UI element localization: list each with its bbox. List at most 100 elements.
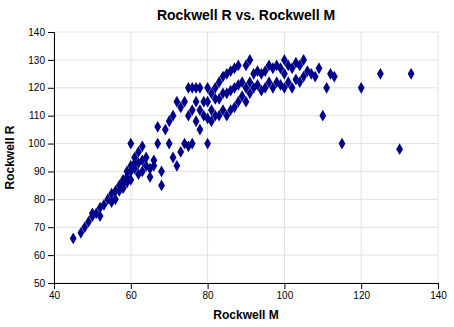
point xyxy=(408,68,415,80)
y-axis-tick-label: 100 xyxy=(28,138,45,149)
y-axis: 50 60 70 80 90 100 110 120 130 140 xyxy=(28,27,54,289)
y-axis-tick: 110 xyxy=(29,110,54,121)
grid xyxy=(54,32,438,283)
y-axis-tick-mark xyxy=(48,60,54,61)
grid-line-y xyxy=(54,227,438,228)
x-axis-tick-mark xyxy=(438,283,439,289)
y-axis-tick-mark xyxy=(48,88,54,89)
point xyxy=(331,71,338,83)
point xyxy=(158,180,165,192)
x-axis-tick: 100 xyxy=(277,283,294,301)
x-axis-tick-label: 80 xyxy=(203,290,215,301)
x-axis-tick: 120 xyxy=(353,283,370,301)
point xyxy=(197,82,204,94)
x-axis-tick-mark xyxy=(361,283,362,289)
point xyxy=(177,146,184,158)
chart: 40 60 80 100 120 140 50 60 70 80 90 100 110 120 130 140… xyxy=(0,0,454,327)
x-axis-title: Rockwell M xyxy=(213,308,278,322)
y-axis-tick-label: 90 xyxy=(34,166,46,177)
point xyxy=(173,160,180,172)
grid-line-y xyxy=(54,32,438,33)
y-axis-tick: 80 xyxy=(34,194,54,205)
point xyxy=(193,96,200,108)
y-axis-tick-mark xyxy=(48,32,54,33)
grid-line-y xyxy=(54,171,438,172)
y-axis-tick-mark xyxy=(48,227,54,228)
y-axis-tick-label: 130 xyxy=(28,55,45,66)
point xyxy=(189,104,196,116)
x-axis-tick-label: 40 xyxy=(49,290,61,301)
point xyxy=(193,115,200,127)
point xyxy=(323,82,330,94)
y-axis-tick-mark xyxy=(48,144,54,145)
point xyxy=(339,138,346,150)
grid-line-y xyxy=(54,255,438,256)
y-axis-tick: 120 xyxy=(28,82,54,93)
point xyxy=(246,54,253,66)
x-axis-tick-mark xyxy=(284,283,285,289)
y-axis-title: Rockwell R xyxy=(3,125,17,189)
x-axis-tick: 80 xyxy=(203,283,215,301)
y-axis-tick: 90 xyxy=(34,166,54,177)
grid-line-x xyxy=(438,32,439,283)
point xyxy=(181,96,188,108)
x-axis: 40 60 80 100 120 140 xyxy=(49,283,447,301)
grid-line-y xyxy=(54,143,438,144)
point xyxy=(143,152,150,164)
point xyxy=(358,82,365,94)
point xyxy=(204,96,211,108)
x-axis-line xyxy=(55,284,439,290)
x-axis-tick: 60 xyxy=(126,283,138,301)
points xyxy=(70,54,415,244)
y-axis-tick: 50 xyxy=(34,278,54,289)
y-axis-tick: 100 xyxy=(28,138,54,149)
y-axis-tick: 70 xyxy=(34,222,54,233)
y-axis-tick: 60 xyxy=(34,250,54,261)
y-axis-tick-label: 120 xyxy=(28,82,45,93)
title: Rockwell R vs. Rockwell M xyxy=(157,7,335,23)
point xyxy=(139,140,146,152)
point xyxy=(158,166,165,178)
point xyxy=(127,138,134,150)
grid-line-x xyxy=(361,32,362,283)
x-axis-tick-label: 140 xyxy=(430,290,447,301)
point xyxy=(243,96,250,108)
x-axis-tick-label: 120 xyxy=(353,290,370,301)
y-axis-tick: 130 xyxy=(28,55,54,66)
point xyxy=(189,138,196,150)
point xyxy=(162,124,169,136)
point xyxy=(166,138,173,150)
point xyxy=(312,71,319,83)
point xyxy=(154,121,161,133)
point xyxy=(377,68,384,80)
y-axis-tick-label: 50 xyxy=(34,278,46,289)
x-axis-tick-mark xyxy=(208,283,209,289)
point xyxy=(319,110,326,122)
grid-line-y xyxy=(54,115,438,116)
y-axis-tick-mark xyxy=(48,116,54,117)
point xyxy=(170,110,177,122)
grid-line-x xyxy=(130,32,131,283)
y-axis-tick-label: 140 xyxy=(28,27,45,38)
point xyxy=(281,68,288,80)
point xyxy=(300,54,307,66)
y-axis-tick-mark xyxy=(48,199,54,200)
x-axis-tick-label: 100 xyxy=(277,290,294,301)
point xyxy=(150,154,157,166)
point xyxy=(316,62,323,74)
y-axis-tick-mark xyxy=(48,283,54,284)
x-axis-tick: 140 xyxy=(430,283,447,301)
point xyxy=(170,152,177,164)
point xyxy=(197,124,204,136)
point xyxy=(396,143,403,155)
y-axis-tick-label: 70 xyxy=(34,222,46,233)
plot-area: 40 60 80 100 120 140 50 60 70 80 90 100 110 120 130 140 xyxy=(28,27,447,301)
grid-line-x xyxy=(207,32,208,283)
x-axis-tick-label: 60 xyxy=(126,290,138,301)
y-axis-tick-mark xyxy=(48,255,54,256)
point xyxy=(204,138,211,150)
y-axis-tick-label: 80 xyxy=(34,194,46,205)
y-axis-tick-label: 110 xyxy=(29,110,45,121)
x-axis-tick-mark xyxy=(131,283,132,289)
point xyxy=(289,82,296,94)
